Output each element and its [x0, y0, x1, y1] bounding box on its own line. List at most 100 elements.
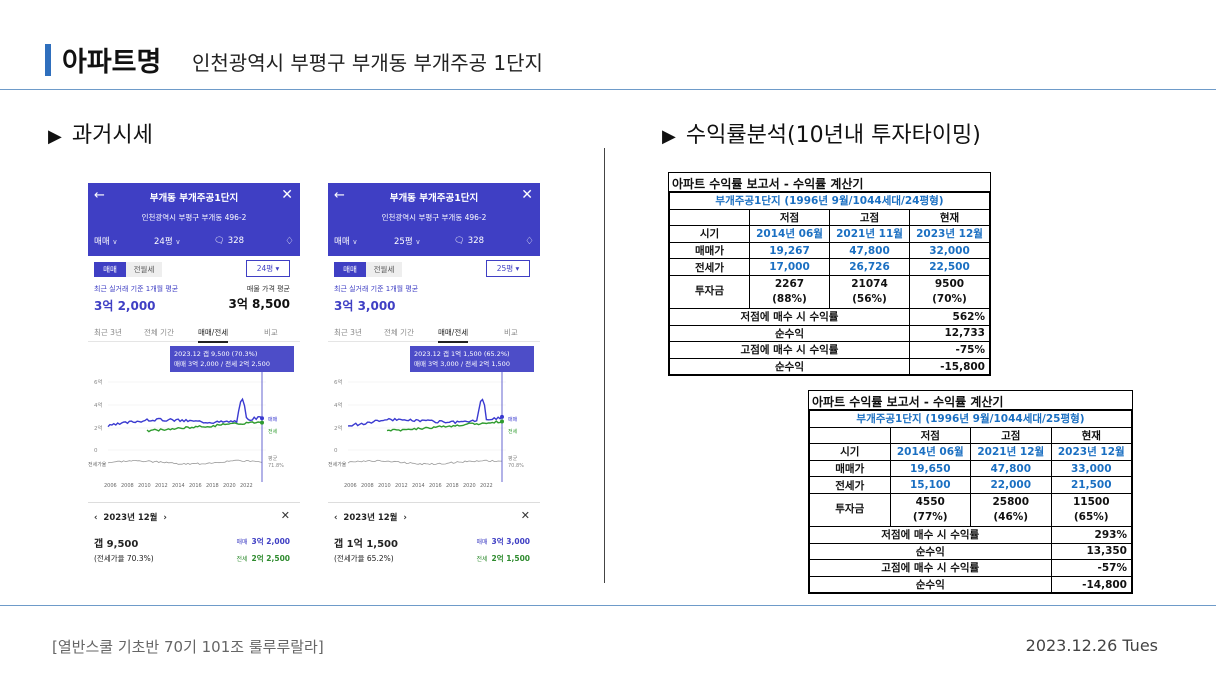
table-cell: 17,000	[749, 258, 830, 276]
table-cell: 2023년 12월	[1050, 443, 1132, 461]
month-selector[interactable]: ‹ 2023년 12월 ›	[334, 513, 407, 523]
range-tab-all[interactable]: 전체 기간	[384, 328, 414, 337]
x-tick-label: 2006	[344, 483, 357, 489]
summary-row: 저점에 매수 시 수익률 293%	[809, 525, 1132, 544]
invest-ratio: (56%)	[852, 292, 887, 305]
x-tick-label: 2016	[429, 483, 442, 489]
chevron-down-icon: ∨	[415, 238, 421, 246]
table-row: 시기 2014년 06월 2021년 11월 2023년 12월	[669, 225, 990, 243]
comment-count[interactable]: 🗨 328	[214, 236, 244, 246]
tab-jeonse[interactable]: 전월세	[366, 262, 402, 277]
jeonse-ratio-line	[347, 459, 502, 466]
jeonse-price-line	[146, 421, 263, 433]
row-label: 시기	[809, 443, 891, 461]
page-subtitle: 인천광역시 부평구 부개동 부개주공 1단지	[192, 51, 543, 75]
y-tick-label: 2억	[94, 424, 103, 432]
legend-jeonse: 전세	[268, 428, 278, 435]
chevron-down-icon: ∨	[112, 238, 118, 246]
invest-amount: 21074	[851, 277, 888, 290]
tab-jeonse[interactable]: 전월세	[126, 262, 162, 277]
tab-sale[interactable]: 매매	[94, 262, 126, 277]
column-header	[809, 426, 891, 445]
summary-row: 순수익 12,733	[669, 324, 990, 343]
column-header: 고점	[970, 426, 1052, 445]
app-header: ← 부개동 부개주공1단지 ✕ 인천광역시 부평구 부개동 496-2 매매 ∨…	[328, 183, 540, 256]
table-row: 매매가 19,267 47,800 32,000	[669, 241, 990, 260]
pyeong-dropdown[interactable]: 24평 ∨	[154, 235, 200, 247]
range-tab-3y[interactable]: 최근 3년	[94, 328, 122, 337]
tab-sale[interactable]: 매매	[334, 262, 366, 277]
x-tick-label: 2022	[480, 483, 493, 489]
range-tab-compare[interactable]: 비교	[264, 328, 278, 337]
table-cell: 4550 (77%)	[889, 492, 971, 527]
jeonse-summary: 전세 2억 2,500	[237, 553, 291, 564]
range-tab-sale-jeonse[interactable]: 매매/전세	[438, 327, 469, 343]
section-past-prices: ▶ 과거시세	[48, 117, 153, 149]
x-tick-label: 2014	[412, 483, 425, 489]
pyeong-select[interactable]: 25평 ▾	[486, 260, 530, 277]
pyeong-dropdown[interactable]: 25평 ∨	[394, 235, 440, 247]
sale-summary-value: 3억 3,000	[491, 537, 530, 546]
gap-value: 갭 9,500	[94, 539, 139, 550]
deal-type-dropdown[interactable]: 매매 ∨	[94, 235, 136, 247]
bell-icon[interactable]: ♢	[525, 235, 534, 247]
x-tick-label: 2018	[446, 483, 459, 489]
legend-average-value: 71.8%	[268, 463, 284, 469]
month-value: 2023년 12월	[343, 513, 398, 523]
invest-ratio: (46%)	[993, 510, 1029, 523]
summary-value: 13,350	[1050, 542, 1132, 561]
sale-current-dot	[260, 416, 264, 421]
range-tab-compare[interactable]: 비교	[504, 328, 518, 337]
bell-icon[interactable]: ♢	[285, 235, 294, 247]
price-app-screenshot: ← 부개동 부개주공1단지 ✕ 인천광역시 부평구 부개동 496-2 매매 ∨…	[328, 183, 540, 576]
row-label: 전세가	[669, 258, 750, 276]
table-cell: 2267 (88%)	[749, 274, 830, 309]
tooltip-prices: 매매 3억 3,000 / 전세 2억 1,500	[414, 360, 510, 368]
profit-report-24py: 아파트 수익률 보고서 - 수익률 계산기 부개주공1단지 (1996년 9월/…	[668, 172, 991, 377]
range-tab-3y[interactable]: 최근 3년	[334, 328, 362, 337]
range-tab-sale-jeonse[interactable]: 매매/전세	[198, 327, 229, 343]
sale-summary: 매매 3억 2,000	[237, 536, 291, 547]
column-header: 현재	[1050, 426, 1132, 445]
pyeong-select[interactable]: 24평 ▾	[246, 260, 290, 277]
complex-name: 부개동 부개주공1단지	[389, 193, 479, 204]
column-header: 저점	[889, 426, 971, 445]
comment-count[interactable]: 🗨 328	[454, 236, 484, 246]
close-icon[interactable]: ✕	[281, 187, 293, 203]
deal-type-dropdown[interactable]: 매매 ∨	[334, 235, 376, 247]
month-selector[interactable]: ‹ 2023년 12월 ›	[94, 513, 167, 523]
profit-report-25py: 아파트 수익률 보고서 - 수익률 계산기 부개주공1단지 (1996년 9월/…	[808, 390, 1133, 595]
jeonse-ratio-line	[107, 459, 263, 465]
summary-label: 순수익	[669, 357, 910, 376]
summary-row: 고점에 매수 시 수익률 -75%	[669, 341, 990, 359]
jeonse-ratio: (전세가율 70.3%)	[94, 554, 154, 563]
summary-label: 순수익	[809, 575, 1052, 594]
table-row: 전세가 15,100 22,000 21,500	[809, 476, 1132, 494]
invest-ratio: (65%)	[1073, 510, 1109, 523]
sale-price-line	[107, 397, 263, 428]
back-arrow-icon[interactable]: ←	[334, 188, 345, 203]
report-subtitle: 부개주공1단지 (1996년 9월/1044세대/25평형)	[809, 410, 1132, 428]
close-icon[interactable]: ✕	[520, 509, 530, 522]
report-title: 아파트 수익률 보고서 - 수익률 계산기	[809, 391, 1132, 410]
bottom-divider	[0, 605, 1216, 606]
row-label: 매매가	[669, 241, 750, 260]
summary-label: 순수익	[669, 324, 910, 343]
jeonse-current-dot	[260, 420, 264, 425]
close-icon[interactable]: ✕	[280, 509, 290, 522]
table-cell: 22,500	[909, 258, 990, 276]
price-history-chart: 6억 4억 2억 0 2006 2008 2010 2012 2014 2016 2018 2020 2…	[328, 342, 540, 502]
invest-amount: 2267	[774, 277, 805, 290]
x-tick-label: 2006	[104, 483, 117, 489]
row-label: 투자금	[669, 274, 750, 309]
invest-amount: 11500	[1072, 495, 1110, 508]
jeonse-summary: 전세 2억 1,500	[477, 553, 531, 564]
jeonse-price-line	[386, 420, 503, 432]
range-tab-all[interactable]: 전체 기간	[144, 328, 174, 337]
table-cell: 11500 (65%)	[1050, 492, 1132, 527]
legend-average: 평균	[508, 455, 518, 462]
close-icon[interactable]: ✕	[521, 187, 533, 203]
back-arrow-icon[interactable]: ←	[94, 188, 105, 203]
price-app-screenshot: ← 부개동 부개주공1단지 ✕ 인천광역시 부평구 부개동 496-2 매매 ∨…	[88, 183, 300, 576]
table-cell: 2014년 06월	[749, 225, 830, 243]
